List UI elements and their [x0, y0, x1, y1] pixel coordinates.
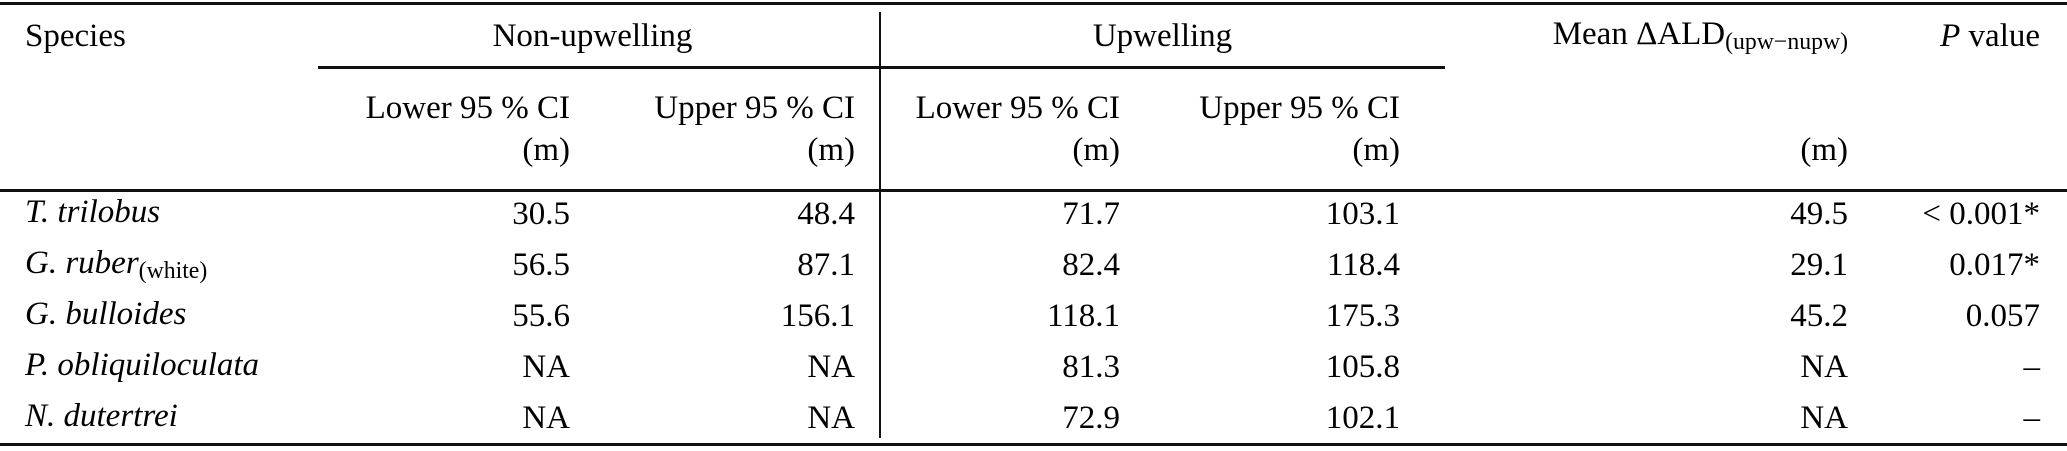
species-name: P. obliquiloculata — [25, 347, 260, 384]
species-name: T. trilobus — [25, 194, 161, 231]
species-column-header: Species — [25, 18, 126, 54]
cell-upw-upper-ci: 118.4 — [1326, 247, 1401, 283]
cell-p-value: – — [2023, 349, 2041, 385]
cell-upw-lower-ci: 82.4 — [1062, 247, 1120, 283]
table-top-rule — [0, 2, 2067, 5]
cell-upw-upper-ci: 175.3 — [1325, 298, 1401, 334]
table-row: G. ruber(white) 56.5 87.1 82.4 118.4 29.… — [0, 240, 2067, 291]
species-cell: N. dutertrei — [0, 393, 330, 444]
species-name: G. bulloides — [25, 296, 187, 333]
group-header-nonupwelling: Non-upwelling — [492, 18, 693, 54]
cell-nonupw-lower-ci: 30.5 — [512, 196, 570, 232]
cell-p-value: 0.017* — [1949, 247, 2041, 283]
unit-label: (m) — [807, 131, 855, 168]
cell-upw-upper-ci: 102.1 — [1325, 400, 1401, 436]
species-cell: G. ruber(white) — [0, 240, 330, 291]
cell-p-value: < 0.001* — [1922, 196, 2041, 232]
species-name: G. ruber — [25, 245, 139, 282]
cell-nonupw-upper-ci: 87.1 — [797, 247, 855, 283]
subheader-nonupw-lower-ci: Lower 95 % CI (m) — [330, 68, 570, 189]
cell-nonupw-upper-ci: NA — [807, 400, 855, 436]
cell-upw-lower-ci: 118.1 — [1046, 298, 1120, 334]
cell-upw-lower-ci: 81.3 — [1062, 349, 1120, 385]
mean-ald-subscript: (upw−nupw) — [1725, 29, 1849, 56]
group-header-row: Species Non-upwelling Upwelling Mean ΔAL… — [0, 5, 2067, 68]
cell-mean-ald: NA — [1800, 400, 1849, 436]
species-name-subscript: (white) — [138, 258, 208, 285]
column-divider-line — [879, 12, 881, 438]
unit-label: (m) — [1072, 131, 1120, 168]
subheader-upw-upper-ci: Upper 95 % CI (m) — [1120, 68, 1400, 189]
subheader-mean-ald-unit: (m) — [1400, 68, 1848, 189]
header-bottom-rule — [0, 189, 2067, 192]
cell-mean-ald: 49.5 — [1790, 196, 1849, 232]
subheader-row: Lower 95 % CI (m) Upper 95 % CI (m) Lowe… — [0, 68, 2067, 189]
species-cell: T. trilobus — [0, 189, 330, 240]
cell-mean-ald: 45.2 — [1790, 298, 1849, 334]
table-row: T. trilobus 30.5 48.4 71.7 103.1 49.5 < … — [0, 189, 2067, 240]
cell-nonupw-lower-ci: NA — [522, 349, 570, 385]
cell-nonupw-upper-ci: 156.1 — [780, 298, 855, 334]
mean-ald-label: Mean ΔALD — [1552, 16, 1726, 53]
cell-nonupw-upper-ci: NA — [807, 349, 855, 385]
cell-p-value: – — [2023, 400, 2041, 436]
p-value-label: value — [1960, 18, 2041, 54]
unit-label: (m) — [522, 131, 570, 168]
ci-lower-label: Lower 95 % CI — [365, 89, 570, 126]
cell-upw-lower-ci: 71.7 — [1062, 196, 1120, 232]
species-cell: P. obliquiloculata — [0, 342, 330, 393]
species-name: N. dutertrei — [25, 398, 178, 435]
cell-upw-upper-ci: 103.1 — [1325, 196, 1401, 232]
species-cell: G. bulloides — [0, 291, 330, 342]
cell-upw-upper-ci: 105.8 — [1325, 349, 1401, 385]
cell-nonupw-lower-ci: NA — [522, 400, 570, 436]
mean-ald-column-header: Mean ΔALD(upw−nupw) — [1400, 5, 1848, 68]
group-span-rule — [318, 66, 1445, 69]
cell-nonupw-lower-ci: 56.5 — [512, 247, 570, 283]
cell-mean-ald: NA — [1800, 349, 1849, 385]
ci-upper-label: Upper 95 % CI — [1199, 89, 1401, 126]
unit-label: (m) — [1800, 131, 1849, 168]
results-table: Species Non-upwelling Upwelling Mean ΔAL… — [0, 5, 2067, 444]
table-row: G. bulloides 55.6 156.1 118.1 175.3 45.2… — [0, 291, 2067, 342]
ci-upper-label: Upper 95 % CI — [654, 89, 855, 126]
subheader-pvalue-empty — [1848, 68, 2067, 189]
table-row: P. obliquiloculata NA NA 81.3 105.8 NA – — [0, 342, 2067, 393]
table-row: N. dutertrei NA NA 72.9 102.1 NA – — [0, 393, 2067, 444]
p-symbol: P — [1940, 18, 1961, 54]
subheader-species-empty — [0, 68, 330, 189]
subheader-nonupw-upper-ci: Upper 95 % CI (m) — [570, 68, 855, 189]
cell-nonupw-upper-ci: 48.4 — [797, 196, 855, 232]
p-value-column-header: P value — [1848, 5, 2067, 68]
unit-label: (m) — [1352, 131, 1401, 168]
cell-nonupw-lower-ci: 55.6 — [512, 298, 570, 334]
cell-p-value: 0.057 — [1965, 298, 2041, 334]
group-header-upwelling: Upwelling — [1092, 18, 1233, 54]
table-bottom-rule — [0, 443, 2067, 446]
subheader-upw-lower-ci: Lower 95 % CI (m) — [855, 68, 1120, 189]
cell-mean-ald: 29.1 — [1790, 247, 1849, 283]
cell-upw-lower-ci: 72.9 — [1062, 400, 1120, 436]
ci-lower-label: Lower 95 % CI — [915, 89, 1120, 126]
